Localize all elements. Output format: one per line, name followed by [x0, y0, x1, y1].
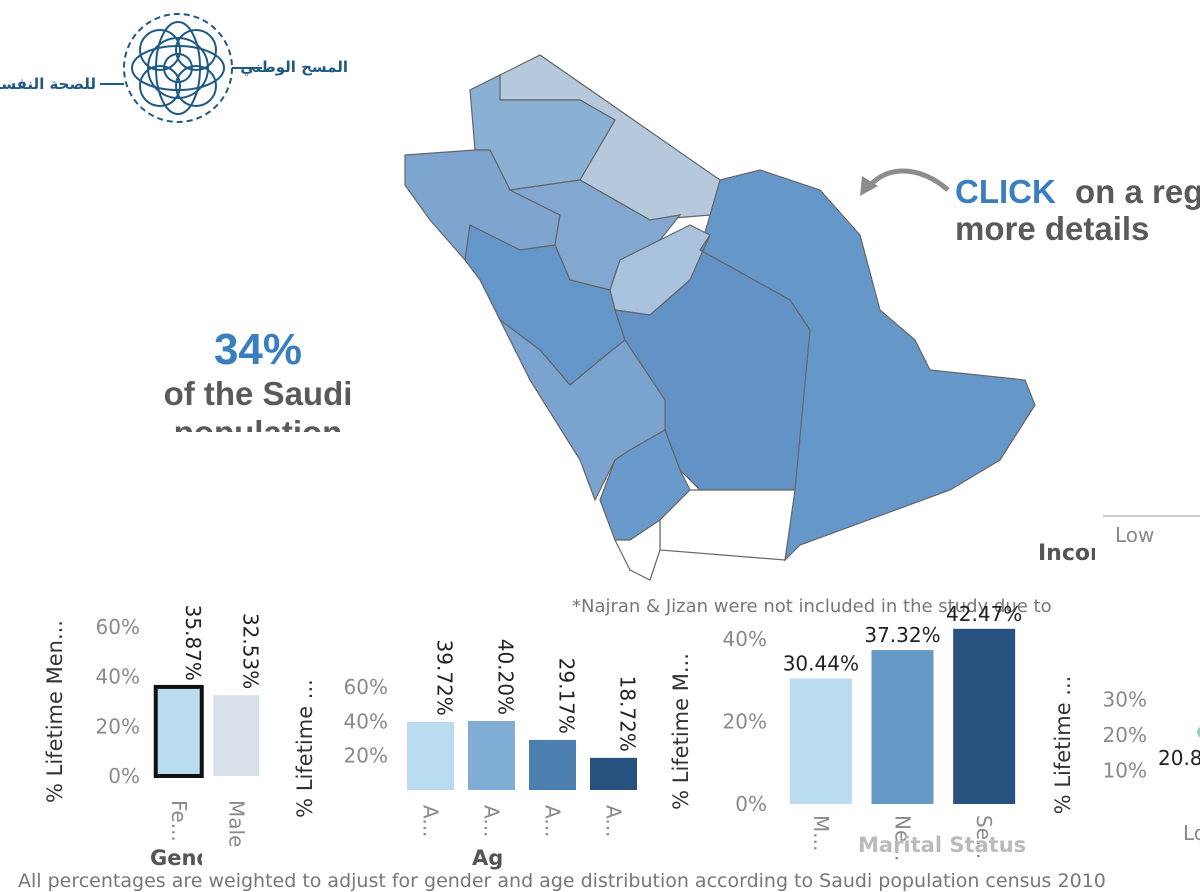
- y-axis-title: % Lifetime Men...: [43, 620, 67, 803]
- headline-value: 34%: [214, 325, 302, 374]
- bar[interactable]: [153, 684, 204, 779]
- axis-label: Low: [1115, 523, 1154, 547]
- x-axis-title: Marital Status: [858, 833, 1026, 857]
- map: [404, 54, 1036, 581]
- value-label: 18.72%: [616, 676, 640, 752]
- value-label: 29.17%: [555, 658, 579, 734]
- bar[interactable]: [213, 695, 260, 776]
- x-tick-label: Ne...: [891, 815, 915, 861]
- bar[interactable]: [871, 650, 934, 804]
- bar[interactable]: [529, 739, 576, 790]
- y-tick-label: 20%: [1103, 723, 1147, 747]
- y-axis-title: % Lifetime ...: [293, 679, 317, 818]
- x-tick-label: Se...: [972, 815, 996, 859]
- logo-text: المسح الوطني: [240, 58, 348, 76]
- y-tick-label: 0%: [108, 764, 140, 788]
- y-tick-label: 60%: [96, 615, 140, 639]
- axis-title-clip: Age: [472, 846, 518, 870]
- value-label: 32.53%: [238, 613, 262, 689]
- value-label: 37.32%: [864, 623, 940, 647]
- x-tick-label: Fe...: [167, 800, 191, 842]
- y-tick-label: 30%: [1103, 688, 1147, 712]
- bar[interactable]: [953, 628, 1016, 804]
- dot[interactable]: [1197, 726, 1200, 738]
- axis-title: Income: [1038, 541, 1128, 566]
- x-tick-label: M...: [809, 815, 833, 851]
- value-label: 20.8: [1158, 746, 1200, 770]
- callout-arrow-head: [860, 176, 878, 196]
- y-tick-label: 40%: [96, 665, 140, 689]
- y-tick-label: 20%: [96, 714, 140, 738]
- headline-text: of the Saudi: [164, 375, 353, 412]
- y-tick-label: 40%: [723, 627, 767, 651]
- value-label: 42.47%: [946, 602, 1022, 626]
- footnote: All percentages are weighted to adjust f…: [18, 870, 1106, 892]
- y-tick-label: 60%: [344, 675, 388, 699]
- x-tick-label: A...: [419, 805, 443, 837]
- y-tick-label: 10%: [1103, 759, 1147, 783]
- x-tick-label: A...: [541, 805, 565, 837]
- headline-text: population: [174, 414, 343, 451]
- bar[interactable]: [468, 720, 515, 790]
- x-axis-title: Age: [472, 846, 518, 870]
- callout[interactable]: CLICK on a region: [955, 173, 1200, 210]
- callout-arrow: [865, 168, 950, 192]
- y-tick-label: 20%: [344, 744, 388, 768]
- bar[interactable]: [590, 757, 637, 790]
- x-tick-label: A...: [602, 805, 626, 837]
- y-tick-label: 0%: [735, 792, 767, 816]
- callout-highlight[interactable]: CLICK: [955, 173, 1056, 210]
- y-tick-label: 20%: [723, 710, 767, 734]
- y-tick-label: 40%: [344, 709, 388, 733]
- x-tick-label: Low: [1183, 821, 1200, 845]
- value-label: 39.72%: [433, 640, 457, 716]
- map-region: [614, 518, 661, 581]
- axis-title-clip: Gender: [150, 846, 237, 870]
- x-tick-label: Male: [224, 800, 248, 847]
- bar[interactable]: [407, 721, 454, 790]
- y-axis-title: % Lifetime M...: [669, 653, 693, 810]
- value-label: 30.44%: [783, 651, 859, 675]
- value-label: 35.87%: [181, 605, 205, 681]
- y-axis-title: % Lifetime ...: [1051, 676, 1075, 815]
- map-note: *Najran & Jizan were not included in the…: [572, 596, 1052, 617]
- callout-text[interactable]: on a region: [1075, 173, 1200, 210]
- x-axis-title: Gender: [150, 846, 237, 870]
- logo: [100, 13, 262, 123]
- logo-text: للصحة النفسية: [0, 75, 96, 93]
- callout-text[interactable]: more details: [955, 210, 1149, 247]
- value-label: 40.20%: [494, 639, 518, 715]
- map-region: [659, 489, 796, 561]
- x-tick-label: A...: [480, 805, 504, 837]
- bar[interactable]: [789, 678, 852, 804]
